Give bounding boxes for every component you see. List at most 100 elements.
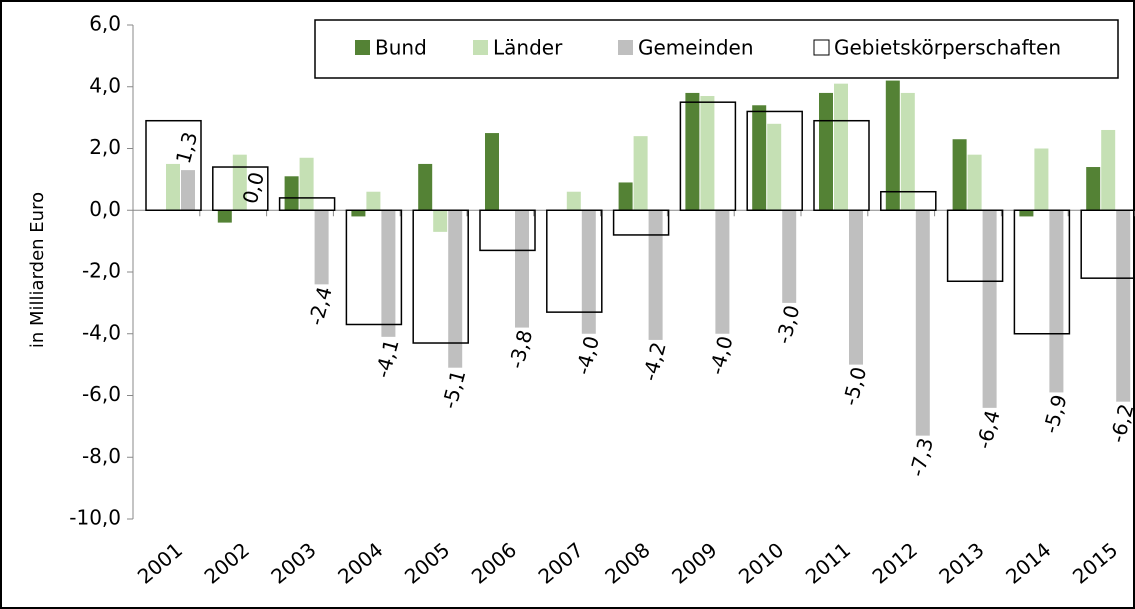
x-tick-label: 2007 [534,538,588,589]
x-tick-label: 2011 [801,538,855,589]
total-box [1013,209,1071,335]
bar [885,80,900,211]
bar [515,210,529,328]
y-tick-label: 2,0 [89,135,121,159]
bar [232,154,247,211]
bar [648,210,663,340]
x-tick-label: 2012 [868,538,922,589]
x-tick-label: 2003 [266,538,320,589]
total-box [746,110,803,211]
bar [618,182,633,211]
y-tick-label: -8,0 [82,444,121,468]
x-tick-label: 2009 [667,538,721,589]
total-box [612,209,670,236]
y-tick-label: 6,0 [89,12,121,36]
y-tick-label: 0,0 [89,197,121,221]
y-tick-label: -6,0 [82,382,121,406]
bar [1019,210,1034,217]
total-box [813,119,870,211]
bar [448,210,463,368]
total-box [679,101,737,211]
y-tick-label: 4,0 [89,73,121,97]
bar [967,154,982,211]
total-box [145,119,202,211]
bar [433,210,448,232]
legend-label: Gebietskörperschaften [834,36,1061,60]
x-tick-label: 2010 [734,538,788,589]
bar [685,92,700,211]
x-tick-label: 2005 [400,538,454,589]
data-label: -6,2 [1105,401,1135,445]
x-tick-label: 2008 [600,538,654,589]
total-box [212,166,269,211]
bar [834,83,848,211]
legend-swatch [813,39,830,56]
total-box [1080,209,1135,279]
legend-box [314,19,1119,79]
legend-label: Bund [375,36,427,60]
legend-swatch [473,40,488,55]
bar [819,92,833,211]
data-label: -5,0 [838,364,871,408]
bar [1049,210,1064,393]
total-box [412,209,469,344]
bar [915,210,930,436]
x-tick-label: 2002 [200,538,254,589]
bar [166,163,180,211]
bar [700,96,715,211]
legend-label: Länder [493,36,563,60]
bar [1116,210,1131,402]
x-tick-label: 2001 [133,538,187,589]
x-tick-label: 2004 [333,538,387,589]
total-box [946,209,1004,283]
bar [284,176,299,211]
x-tick-label: 2013 [934,538,988,589]
total-box [880,190,937,212]
bar [418,163,433,211]
data-label: -5,9 [1038,392,1071,436]
bar [767,123,782,211]
bar [366,191,381,211]
data-label: -4,2 [638,340,671,384]
data-label: -4,0 [571,333,604,377]
bar [1086,167,1101,211]
bar [633,136,648,211]
bar [299,157,314,211]
data-label: -4,1 [370,336,403,380]
data-label: 1,3 [171,129,202,166]
bar [181,170,195,211]
y-tick-label: -10,0 [69,506,121,530]
y-axis-title: in Milliarden Euro [27,192,48,348]
data-label: -3,0 [771,303,804,347]
bar [566,191,581,211]
data-label: -2,4 [304,284,337,328]
bar [900,92,915,211]
bar [381,210,396,337]
bar [1101,129,1116,211]
bar [715,210,730,334]
bar [752,105,767,211]
y-tick-label: -2,0 [82,259,121,283]
data-label: -7,3 [905,435,938,479]
bar [849,210,863,365]
total-box [479,209,536,252]
data-label: -4,0 [704,333,737,377]
legend-swatch [355,40,370,55]
total-box [546,209,603,313]
bar [217,210,232,223]
data-label: -3,8 [504,327,537,371]
bar [1034,148,1049,211]
legend-swatch [618,40,633,55]
data-label: -6,4 [972,408,1005,452]
bar [952,139,967,211]
bar [351,210,366,217]
bar [982,210,997,408]
bar [581,210,596,334]
total-box [345,209,403,326]
bar [314,210,329,285]
data-label: -5,1 [437,367,470,411]
total-box [278,197,336,211]
